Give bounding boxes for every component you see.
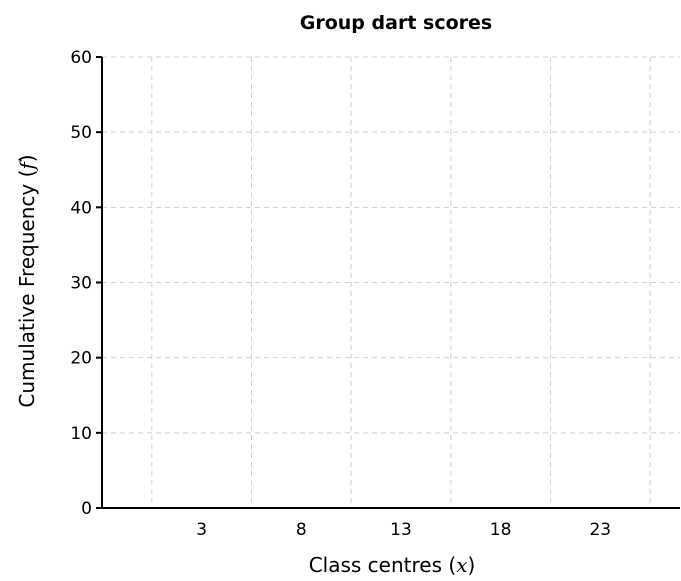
x-tick-label: 23 — [589, 520, 611, 540]
y-tick-label: 60 — [70, 48, 92, 68]
y-tick-labels: 0 10 20 30 40 50 60 — [70, 48, 92, 519]
y-tick-label: 30 — [70, 274, 92, 294]
x-tick-labels: 3 8 13 18 23 — [196, 520, 611, 540]
y-tick-label: 0 — [81, 499, 92, 519]
x-axis-label-close: ) — [467, 553, 475, 577]
y-axis-label-open: ( — [15, 170, 39, 178]
x-tick-label: 8 — [296, 520, 307, 540]
y-tick-label: 10 — [70, 424, 92, 444]
x-axis-label-open: ( — [448, 553, 456, 577]
y-axis-label-text: Cumulative Frequency — [15, 177, 39, 407]
y-axis-label-close: ) — [15, 154, 39, 162]
x-axis-variable: x — [456, 553, 467, 577]
axes — [96, 56, 680, 509]
x-axis-label-text: Class centres — [309, 553, 449, 577]
y-axis-label: Cumulative Frequency (f) — [15, 154, 39, 407]
x-tick-label: 3 — [196, 520, 207, 540]
grid — [102, 56, 680, 508]
chart-title: Group dart scores — [300, 12, 492, 34]
y-tick-label: 50 — [70, 123, 92, 143]
x-tick-label: 18 — [490, 520, 512, 540]
y-tick-label: 20 — [70, 349, 92, 369]
x-axis-label: Class centres (x) — [309, 553, 476, 577]
y-tick-label: 40 — [70, 198, 92, 218]
x-tick-label: 13 — [390, 520, 412, 540]
